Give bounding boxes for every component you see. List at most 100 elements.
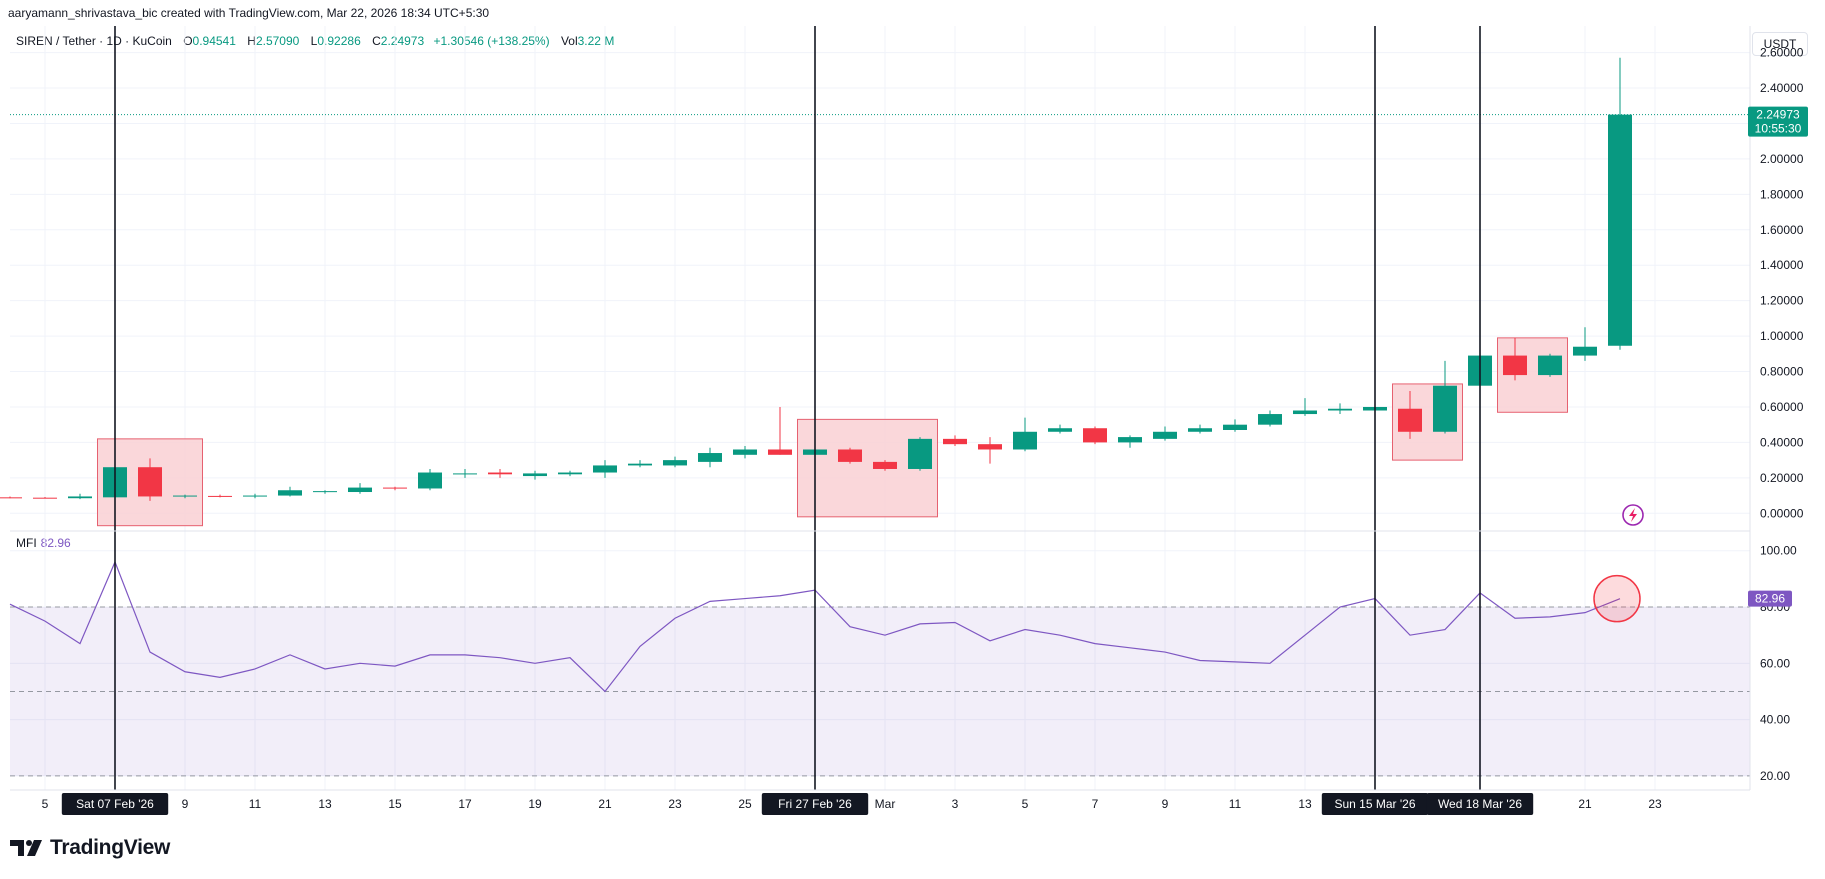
high-label: H <box>247 34 256 48</box>
mfi-label[interactable]: MFI <box>16 536 37 550</box>
mfi-value: 82.96 <box>40 536 71 550</box>
candle-body <box>558 472 582 475</box>
mfi-highlight-circle <box>1593 574 1641 623</box>
candle-body <box>1293 410 1317 415</box>
price-tick-label: 0.00000 <box>1760 506 1804 520</box>
price-badge-bg <box>1748 106 1808 137</box>
price-tick-label: 1.60000 <box>1760 223 1804 237</box>
price-tick-label: 0.80000 <box>1760 365 1804 379</box>
candle-body <box>453 473 477 475</box>
time-tick-label: 3 <box>952 797 959 811</box>
candle-body <box>243 495 267 497</box>
candle-body <box>1538 355 1562 376</box>
open-label: O <box>183 34 193 48</box>
price-tick-label: 0.20000 <box>1760 471 1804 485</box>
time-tick-label: 19 <box>528 797 542 811</box>
candle-body <box>523 473 547 477</box>
mfi-tick-label: 20.00 <box>1760 769 1790 783</box>
candle-body <box>208 495 232 497</box>
time-tick-label: 11 <box>249 797 262 811</box>
tradingview-brand[interactable]: TradingView <box>50 836 171 859</box>
time-tick-label: 23 <box>668 797 682 811</box>
volume-label: Vol <box>560 34 578 48</box>
marked-date-badge <box>1321 793 1429 815</box>
close-value: 2.24973 <box>380 34 425 48</box>
open-value: 0.94541 <box>192 34 236 48</box>
marked-date-badge <box>61 793 169 815</box>
candle-body <box>418 472 442 489</box>
change-value: +1.30546 (+138.25%) <box>433 34 550 48</box>
candle-body <box>1433 385 1457 432</box>
time-tick-label: 9 <box>182 797 189 811</box>
candle-body <box>733 449 757 455</box>
time-tick-label: 21 <box>598 797 612 811</box>
candle-body <box>1223 424 1247 430</box>
marked-date-badge <box>761 793 869 815</box>
mfi-badge-value: 82.96 <box>1755 592 1785 606</box>
low-label: L <box>310 34 318 48</box>
mfi-badge-bg <box>1748 590 1792 607</box>
high-value: 2.57090 <box>255 34 300 48</box>
price-tick-label: 0.60000 <box>1760 400 1804 414</box>
time-tick-label: 9 <box>1162 797 1169 811</box>
time-axis[interactable]: 5 9 11 13 15 17 19 21 23 25 Mar 3 5 7 9 11 13 21 23 Sat 07 … <box>42 793 1662 815</box>
candle-body <box>1188 428 1212 432</box>
candle-body <box>488 472 512 475</box>
mfi-legend: MFI 82.96 <box>16 536 71 550</box>
candle-body <box>1083 428 1107 443</box>
candle-body <box>1013 431 1037 450</box>
mfi-tick-label: 40.00 <box>1760 713 1790 727</box>
candle-body <box>943 438 967 445</box>
candle-body <box>1048 428 1072 432</box>
low-value: 0.92286 <box>317 34 361 48</box>
candle-body <box>1503 355 1527 376</box>
candle-body <box>628 463 652 466</box>
candle-body <box>873 461 897 469</box>
candle-body <box>1398 408 1422 432</box>
time-tick-label: 5 <box>1022 797 1029 811</box>
candle-body <box>1328 408 1352 411</box>
time-tick-label: 23 <box>1648 797 1662 811</box>
chart-grid <box>10 26 1750 790</box>
price-badge-value: 2.24973 <box>1756 108 1800 122</box>
marked-date-label: Fri 27 Feb '26 <box>778 797 852 811</box>
mfi-badge: 82.96 <box>1748 590 1792 607</box>
price-tick-label: 0.40000 <box>1760 435 1804 449</box>
candle-body <box>978 444 1002 450</box>
time-tick-label: 25 <box>738 797 752 811</box>
candle-body <box>1608 114 1632 346</box>
chart-caption: aaryamann_shrivastava_bic created with T… <box>8 6 490 20</box>
time-tick-label: 21 <box>1578 797 1592 811</box>
candle-body <box>313 491 337 493</box>
lightning-icon[interactable] <box>1622 504 1644 526</box>
marked-date-badge <box>1426 793 1534 815</box>
candle-body <box>68 496 92 499</box>
candle-body <box>138 467 162 497</box>
candle-body <box>1118 437 1142 443</box>
time-tick-label: 13 <box>1298 797 1312 811</box>
marker-lines <box>114 26 1481 790</box>
candle-body <box>383 487 407 489</box>
price-tick-label: 1.40000 <box>1760 258 1804 272</box>
time-tick-label: 11 <box>1229 797 1242 811</box>
marked-date-label: Sun 15 Mar '26 <box>1334 797 1415 811</box>
candle-body <box>663 460 687 466</box>
candle-body <box>1258 414 1282 425</box>
candle-body <box>1573 346 1597 356</box>
price-chart[interactable]: 0.00000 0.20000 0.40000 0.60000 0.80000 1.000… <box>0 0 1825 830</box>
time-tick-label: Mar <box>875 797 896 811</box>
candle-body <box>593 465 617 473</box>
currency-button[interactable]: USDT <box>1752 32 1808 56</box>
tradingview-logo-icon[interactable] <box>10 838 44 858</box>
symbol-title[interactable]: SIREN / Tether · 1D · KuCoin <box>16 34 172 48</box>
price-tick-label: 1.00000 <box>1760 329 1804 343</box>
candle-body <box>173 495 197 497</box>
candle-body <box>838 449 862 462</box>
candle-body <box>908 438 932 469</box>
highlight-boxes <box>97 337 1568 527</box>
candle-body <box>278 490 302 496</box>
candle-body <box>768 449 792 455</box>
candle-body <box>33 497 57 499</box>
price-tick-label: 2.00000 <box>1760 152 1804 166</box>
